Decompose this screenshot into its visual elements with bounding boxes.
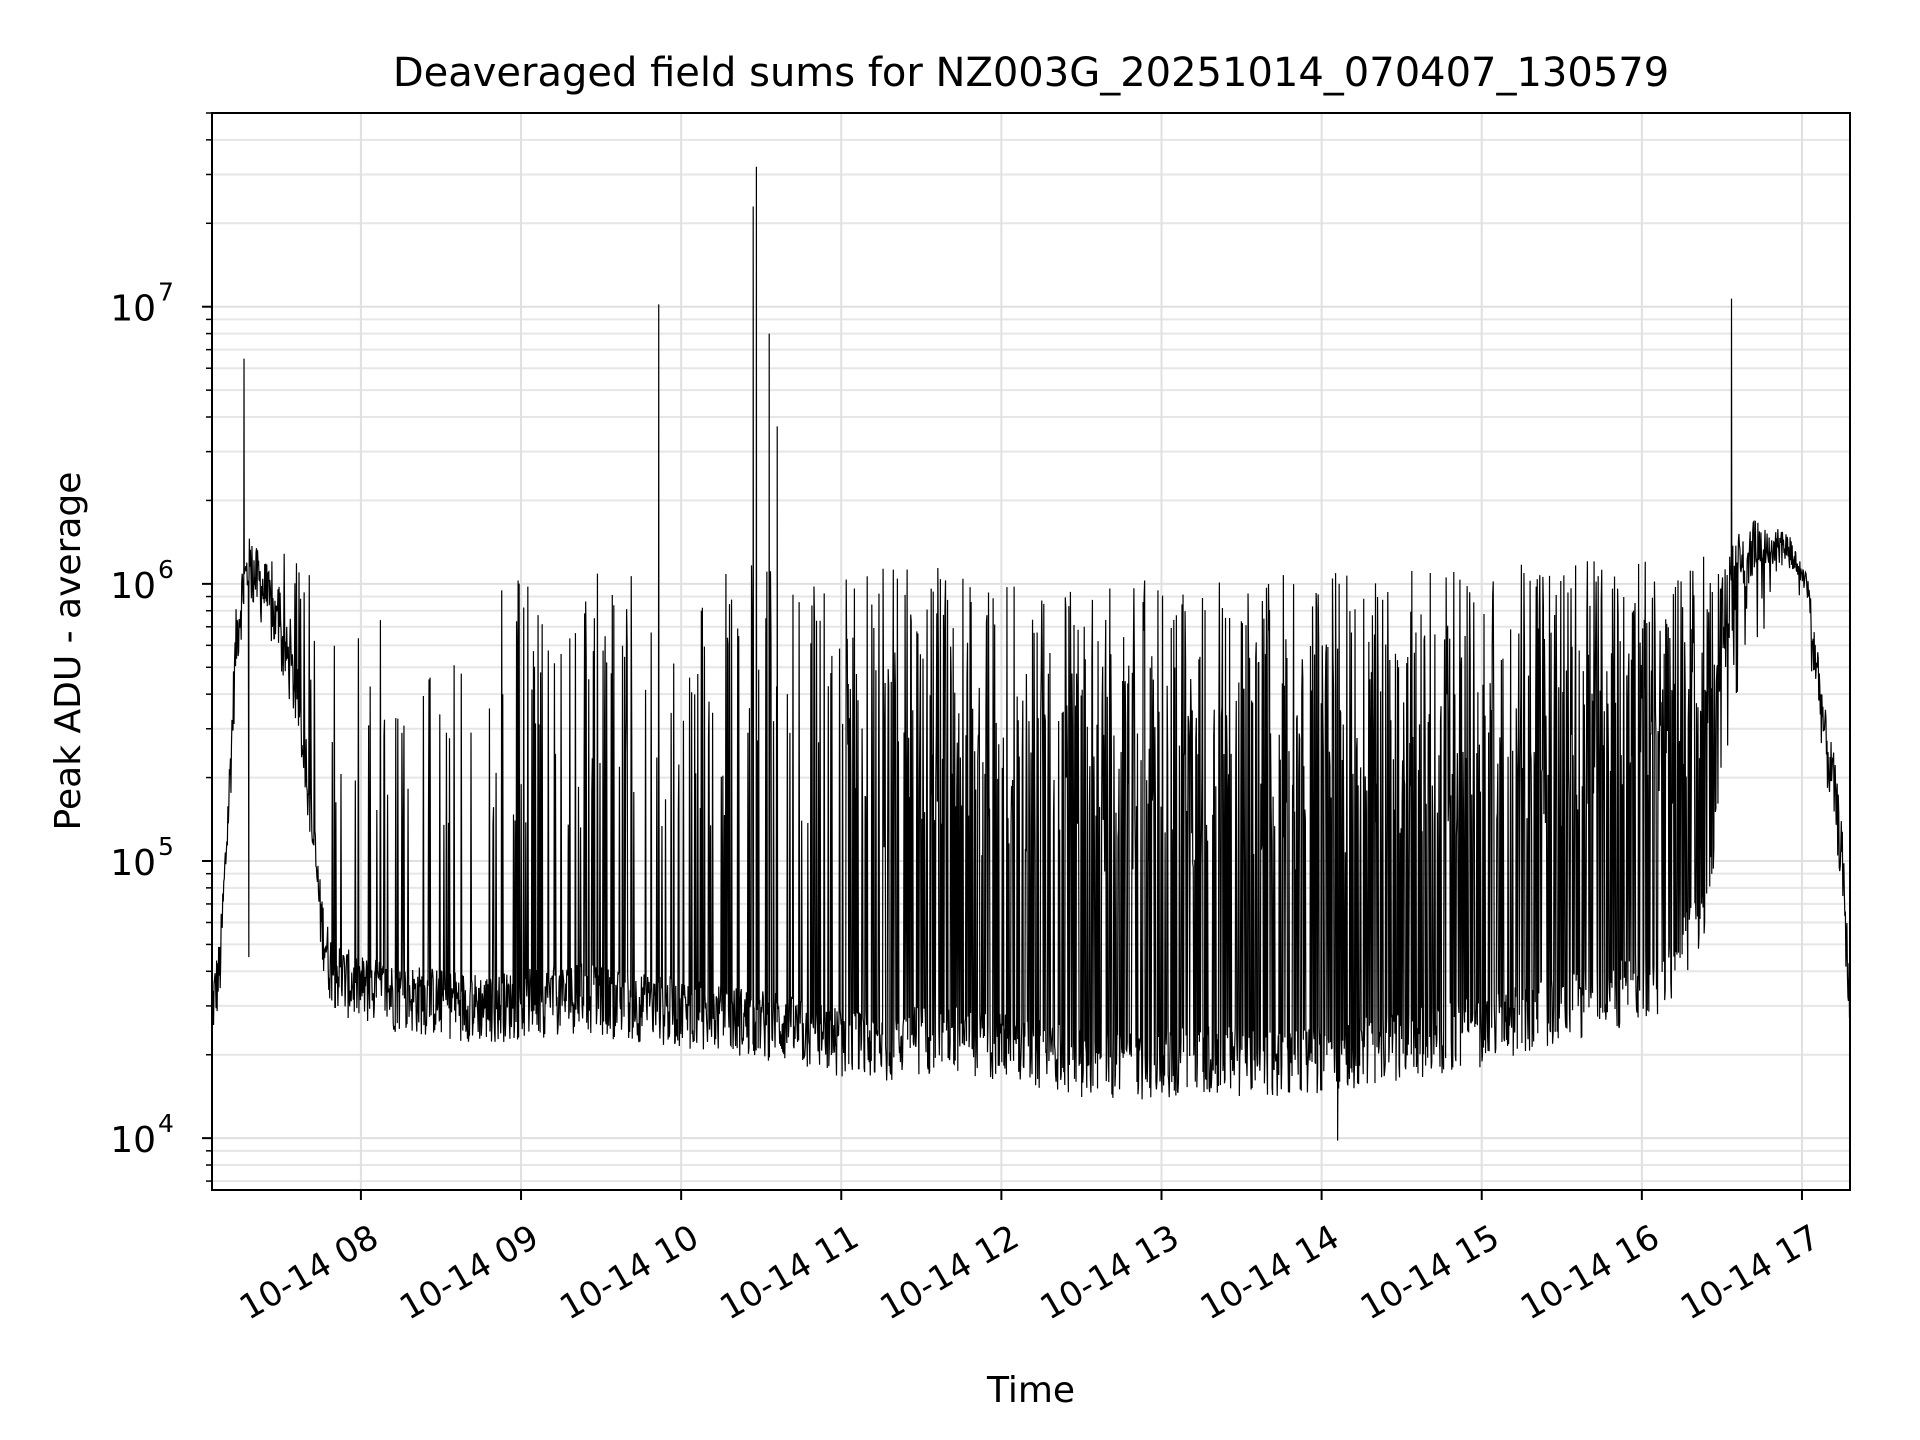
x-axis-label: Time <box>986 1370 1075 1411</box>
chart-title: Deaveraged field sums for NZ003G_2025101… <box>393 50 1669 96</box>
series-line <box>211 166 1851 1141</box>
y-tick-label-exponent: 5 <box>158 832 174 861</box>
y-tick-label: 10 <box>110 843 156 884</box>
y-tick-label-exponent: 4 <box>158 1109 174 1138</box>
y-tick-label-exponent: 6 <box>158 555 174 584</box>
y-tick-label: 10 <box>110 566 156 607</box>
y-tick-label: 10 <box>110 1120 156 1161</box>
series-layer <box>211 166 1851 1141</box>
plot-frame <box>211 112 1851 1191</box>
y-axis-label: Peak ADU - average <box>48 472 89 831</box>
y-tick-label-exponent: 7 <box>158 278 174 307</box>
y-tick-label: 10 <box>110 289 156 330</box>
